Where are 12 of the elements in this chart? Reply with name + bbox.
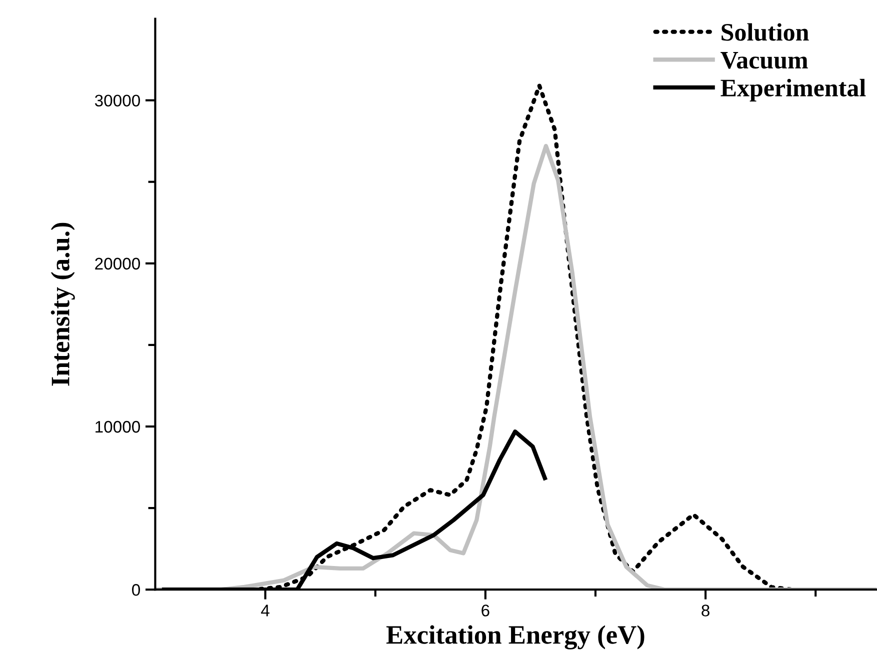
y-tick-label: 30000 [94,94,140,107]
y-tick-label: 10000 [96,420,140,433]
y-axis-title: Intensity (a.u.) [50,222,75,386]
legend-label: Vacuum [720,52,808,69]
x-axis-title: Excitation Energy (eV) [386,625,644,650]
x-tick-label: 8 [702,604,710,616]
y-tick-label: 0 [132,584,140,596]
x-tick-label: 6 [482,604,490,616]
y-tick-label: 20000 [95,258,140,270]
legend-label: Solution [722,23,809,41]
legend-label: Experimental [720,78,866,102]
x-tick-label: 4 [261,604,270,616]
